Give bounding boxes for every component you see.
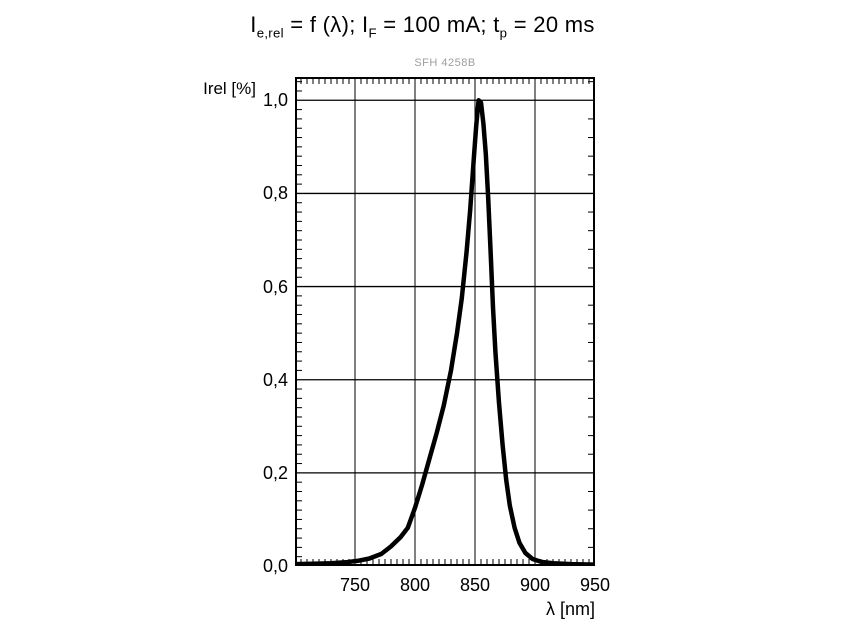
title-subscript: e,rel <box>256 25 284 41</box>
title-segment: = 100 mA; <box>376 12 494 37</box>
part-number-watermark: SFH 4258B <box>414 57 476 69</box>
y-tick-label: 1,0 <box>262 90 288 111</box>
title-segment: t <box>493 12 500 37</box>
title-segment: = f (λ); <box>283 12 363 37</box>
y-tick-label: 0,6 <box>262 276 288 297</box>
x-tick-label: 800 <box>399 575 431 595</box>
y-tick-label: 0,0 <box>262 556 288 576</box>
x-tick-label: 750 <box>339 575 371 595</box>
x-tick-label: 950 <box>579 575 611 595</box>
title-subscript: F <box>368 25 377 41</box>
y-tick-label: 0,2 <box>262 462 288 483</box>
title-segment: I <box>250 12 257 37</box>
y-axis-label: Irel [%] <box>203 79 256 98</box>
plot-area <box>295 77 595 566</box>
chart-title: Ie,rel = f (λ); IF = 100 mA; tp = 20 ms <box>0 12 845 41</box>
x-tick-label: 850 <box>459 575 491 595</box>
title-subscript: p <box>499 25 508 41</box>
spectral-curve <box>295 98 595 566</box>
title-segment: = 20 ms <box>507 12 595 37</box>
x-axis-label: λ [nm] <box>545 599 595 619</box>
y-tick-label: 0,8 <box>262 183 288 204</box>
title-segment: I <box>362 12 369 37</box>
plot-border <box>295 77 595 566</box>
y-tick-label: 0,4 <box>262 369 288 390</box>
x-tick-label: 900 <box>519 575 551 595</box>
